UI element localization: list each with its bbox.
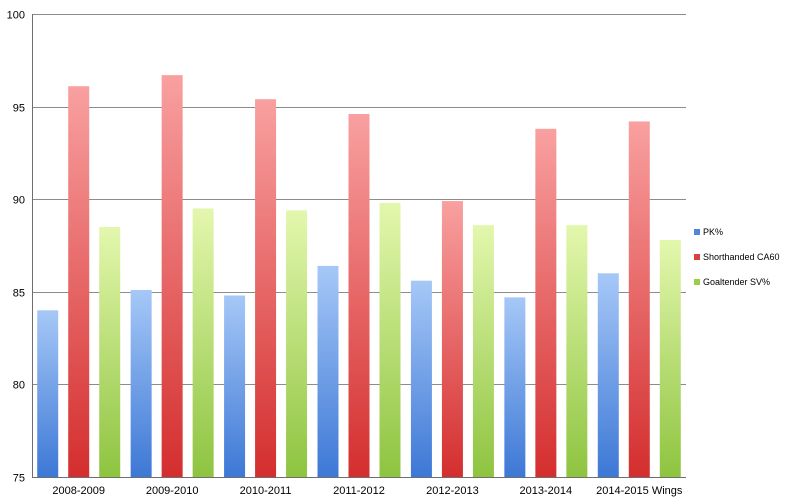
y-tick-label: 95 (13, 103, 25, 115)
bar-pk (410, 280, 432, 477)
bar-shorthanded-ca60 (535, 128, 557, 477)
bar-shorthanded-ca60 (255, 99, 277, 477)
bar-pk (597, 273, 619, 477)
y-tick-label: 100 (7, 10, 25, 22)
y-tick-label: 90 (13, 195, 25, 207)
x-tick-label: 2012-2013 (426, 485, 479, 497)
y-axis-tick-labels: 75 80 85 90 95 100 (7, 10, 25, 485)
bar-pk (224, 295, 246, 477)
bar-goaltender-sv (192, 208, 214, 477)
bar-goaltender-sv (472, 225, 494, 477)
y-tick-label: 85 (13, 288, 25, 300)
legend-label-goaltender-sv: Goaltender SV% (703, 277, 771, 287)
x-tick-label: 2009-2010 (146, 485, 199, 497)
bar-goaltender-sv (286, 210, 308, 477)
bar-shorthanded-ca60 (628, 121, 650, 477)
bar-pk (130, 289, 152, 477)
x-tick-label: 2010-2011 (240, 485, 292, 497)
x-tick-label: 2014-2015 Wings (596, 485, 683, 497)
bar-shorthanded-ca60 (68, 86, 90, 477)
legend-item-goaltender-sv: Goaltender SV% (694, 276, 789, 288)
y-tick-label: 80 (13, 380, 25, 392)
bar-shorthanded-ca60 (348, 114, 370, 478)
legend-label-pk: PK% (703, 227, 724, 237)
bar-pk (317, 265, 339, 477)
bar-shorthanded-ca60 (161, 75, 183, 477)
bars (37, 75, 681, 478)
legend-item-shorthanded-ca60: Shorthanded CA60 (694, 251, 789, 263)
legend-item-pk: PK% (694, 226, 789, 238)
bar-goaltender-sv (659, 239, 681, 477)
x-tick-label: 2011-2012 (333, 485, 385, 497)
bar-goaltender-sv (566, 225, 588, 477)
legend-swatch-goaltender-sv (694, 279, 700, 285)
bar-pk (37, 310, 59, 477)
legend-label-shorthanded-ca60: Shorthanded CA60 (703, 252, 780, 262)
legend-swatch-pk (694, 229, 700, 235)
x-axis-tick-labels: 2008-2009 2009-2010 2010-2011 2011-2012 2012… (52, 485, 682, 497)
y-tick-label: 75 (13, 473, 25, 485)
legend-swatch-shorthanded-ca60 (694, 254, 700, 260)
x-tick-label: 2013-2014 (520, 485, 573, 497)
bar-shorthanded-ca60 (441, 201, 463, 477)
bar-goaltender-sv (99, 226, 121, 477)
x-tick-label: 2008-2009 (52, 485, 105, 497)
legend: PK% Shorthanded CA60 Goaltender SV% (694, 226, 789, 301)
axes (32, 14, 686, 478)
bar-goaltender-sv (379, 202, 401, 478)
bar-pk (504, 297, 526, 477)
